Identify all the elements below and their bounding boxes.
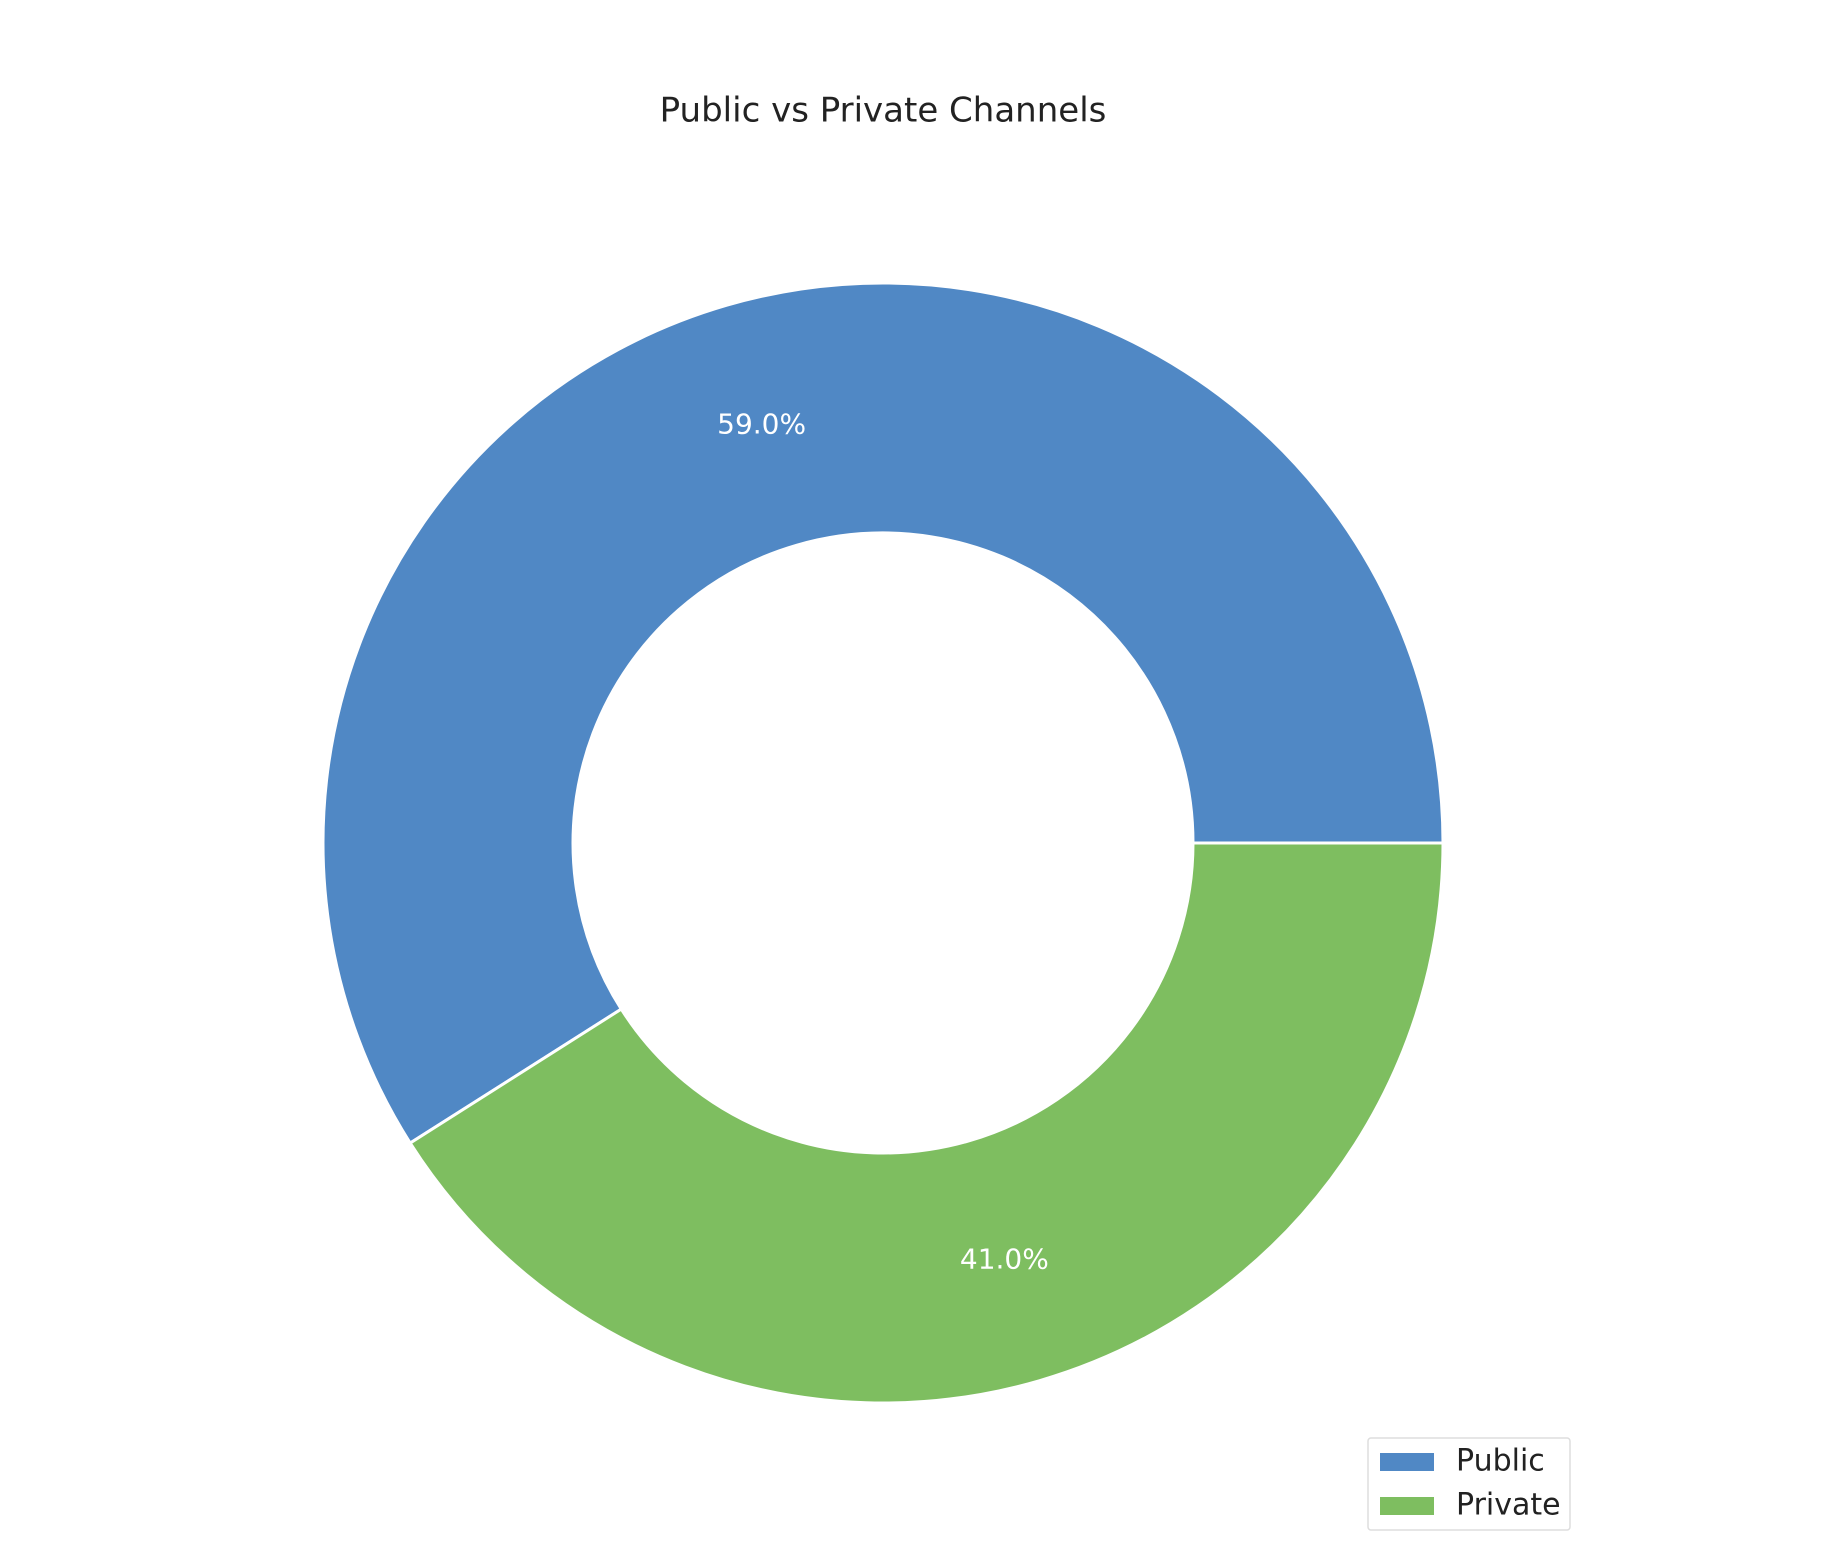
data-label: 41.0% — [960, 1243, 1049, 1276]
wedge — [408, 841, 1445, 1405]
legend-label: Private — [1456, 1488, 1561, 1523]
data-label: 59.0% — [717, 407, 806, 440]
chart-title: Public vs Private Channels — [660, 91, 1107, 131]
wedge — [321, 281, 1445, 1146]
legend-swatch — [1380, 1453, 1434, 1471]
legend-swatch — [1380, 1497, 1434, 1515]
legend-label: Public — [1456, 1444, 1545, 1479]
